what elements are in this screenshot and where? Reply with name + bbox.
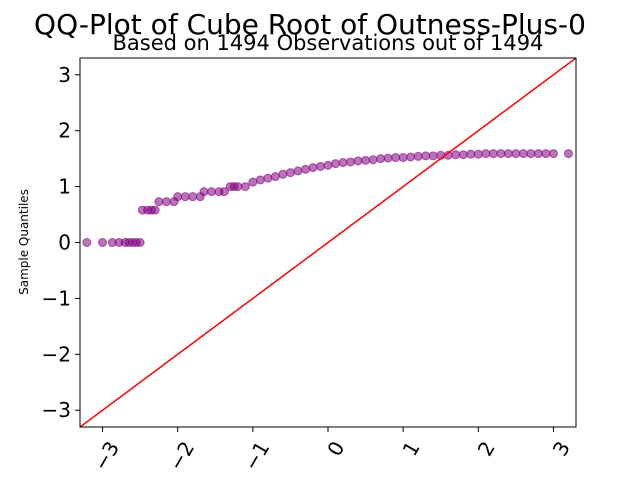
y-tick-label: 2 (58, 119, 71, 143)
plot-frame (79, 57, 577, 428)
data-point (173, 192, 183, 202)
data-point (526, 149, 536, 159)
data-point (98, 238, 108, 247)
y-axis-label: Sample Quantiles (17, 189, 31, 295)
data-point (533, 149, 543, 159)
chart-title: QQ-Plot of Cube Root of Outness-Plus-0 (34, 8, 586, 41)
data-point (488, 149, 498, 159)
y-tick-label: 1 (58, 175, 71, 199)
data-point (293, 166, 303, 176)
x-tick-label: −2 (164, 437, 200, 475)
data-point (188, 192, 198, 202)
data-point (199, 187, 209, 197)
data-point (406, 152, 416, 162)
data-point (263, 173, 273, 183)
data-point (323, 160, 333, 170)
data-point (219, 187, 229, 197)
data-point (548, 149, 558, 159)
data-point (270, 172, 280, 182)
data-point (428, 151, 438, 161)
data-point (481, 149, 491, 159)
data-point (511, 149, 521, 159)
x-tick-label: 2 (473, 437, 500, 460)
y-tick-label: 0 (58, 231, 71, 255)
data-point (383, 153, 393, 163)
data-point (541, 149, 551, 159)
y-tick-label: −2 (42, 342, 71, 366)
data-point (207, 187, 217, 197)
reference-line-layer (80, 58, 576, 427)
data-point (300, 164, 310, 174)
data-point (161, 197, 171, 207)
reference-line (80, 58, 576, 427)
x-tick-label: 3 (548, 437, 575, 460)
data-point (150, 205, 160, 215)
y-tick-label: −3 (42, 398, 71, 422)
data-point (353, 156, 363, 166)
data-point (421, 151, 431, 161)
chart-subtitle: Based on 1494 Observations out of 1494 (112, 31, 543, 55)
data-point (248, 177, 258, 187)
data-point (240, 182, 250, 192)
data-point (154, 197, 164, 207)
data-point (458, 150, 468, 160)
data-point (308, 163, 318, 173)
data-point (473, 149, 483, 159)
x-tick-label: −1 (239, 437, 275, 475)
data-point (563, 149, 573, 159)
data-point (466, 149, 476, 159)
data-point (361, 155, 371, 165)
data-point (255, 175, 265, 185)
data-point (413, 151, 423, 161)
y-tick-label: 3 (58, 63, 71, 87)
data-point (451, 150, 461, 160)
data-point (376, 154, 386, 164)
data-point (82, 238, 92, 247)
data-point (278, 169, 288, 179)
data-point (338, 158, 348, 168)
x-tick-label: 0 (322, 437, 349, 460)
data-point (391, 153, 401, 163)
x-axis-ticks: −3 −2 −1 0 1 2 3 (89, 427, 575, 475)
data-point (398, 153, 408, 163)
data-point (233, 182, 243, 192)
data-point (503, 149, 513, 159)
data-point (180, 192, 190, 202)
x-tick-label: 1 (397, 437, 424, 460)
data-point (368, 155, 378, 165)
y-axis-ticks: −3 −2 −1 0 1 2 3 (42, 63, 80, 422)
y-tick-label: −1 (42, 286, 71, 310)
data-point (518, 149, 528, 159)
data-point (315, 161, 325, 171)
data-point (346, 157, 356, 167)
data-points (82, 149, 573, 247)
data-point (331, 159, 341, 169)
data-point (285, 168, 295, 178)
data-point (135, 238, 145, 247)
x-tick-label: −3 (89, 437, 125, 475)
data-point (496, 149, 506, 159)
